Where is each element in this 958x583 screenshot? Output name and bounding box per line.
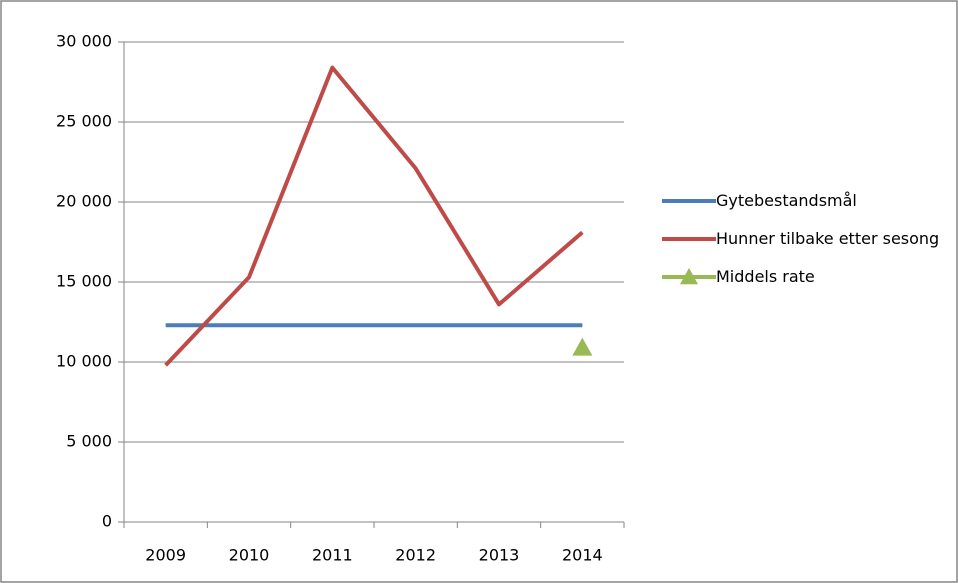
marker: [572, 337, 593, 356]
y-tick-label: 10 000: [56, 352, 112, 371]
legend-item: Middels rate: [662, 262, 952, 292]
legend-label: Middels rate: [716, 267, 815, 286]
x-tick-label: 2011: [312, 546, 353, 565]
y-tick-label: 30 000: [56, 32, 112, 51]
legend-item: Gytebestandsmål: [662, 186, 952, 216]
x-tick-label: 2013: [479, 546, 520, 565]
series-line: [164, 65, 584, 367]
x-tick-label: 2012: [395, 546, 436, 565]
y-tick-label: 20 000: [56, 192, 112, 211]
legend: Gytebestandsmål Hunner tilbake etter seso…: [662, 186, 952, 300]
x-tick-label: 2010: [229, 546, 270, 565]
y-tick-label: 25 000: [56, 112, 112, 131]
y-tick-label: 0: [102, 512, 112, 531]
legend-swatch: [662, 268, 716, 285]
y-tick-label: 15 000: [56, 272, 112, 291]
x-tick-label: 2009: [145, 546, 186, 565]
legend-marker: [680, 268, 698, 285]
legend-label: Gytebestandsmål: [716, 191, 857, 210]
x-tick-label: 2014: [562, 546, 603, 565]
legend-item: Hunner tilbake etter sesong: [662, 224, 946, 254]
legend-swatch: [662, 237, 716, 241]
y-tick-label: 5 000: [66, 432, 112, 451]
legend-label: Hunner tilbake etter sesong: [716, 229, 940, 248]
legend-swatch: [662, 199, 716, 203]
